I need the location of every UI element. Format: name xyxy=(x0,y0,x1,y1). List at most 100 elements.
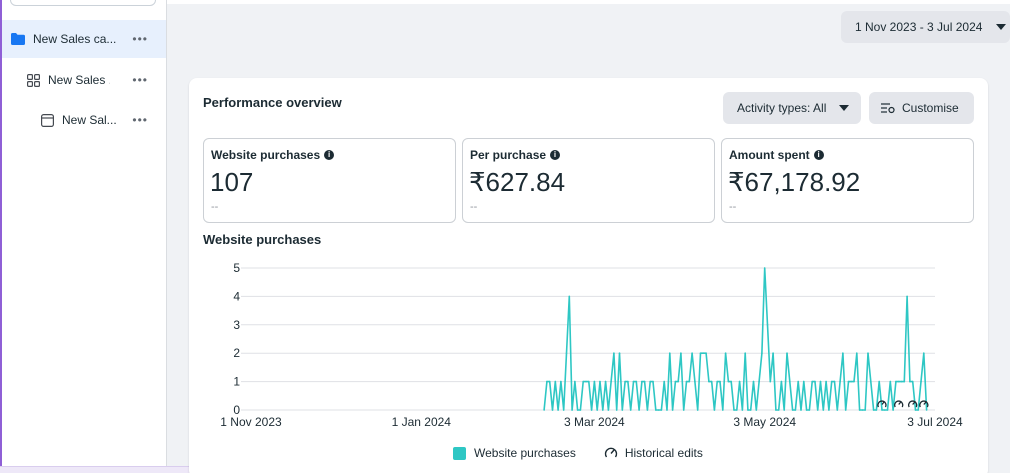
data-point xyxy=(744,352,746,355)
performance-overview-card: Performance overview Activity types: All… xyxy=(189,78,988,473)
data-point xyxy=(657,409,660,411)
x-tick-label: 1 Nov 2023 xyxy=(220,415,282,429)
data-point xyxy=(702,352,705,355)
header-divider xyxy=(167,0,1010,4)
card-title: Performance overview xyxy=(203,95,342,110)
data-point xyxy=(716,380,719,383)
data-point xyxy=(604,380,607,383)
legend-historical-label[interactable]: Historical edits xyxy=(624,446,703,460)
data-point xyxy=(830,380,833,383)
data-point xyxy=(638,409,640,411)
data-point xyxy=(789,380,791,383)
data-point xyxy=(839,380,841,383)
sidebar-item-label: New Sales ca... xyxy=(33,32,117,46)
sidebar-item-campaign[interactable]: New Sales ca... ••• xyxy=(0,20,166,58)
data-point xyxy=(914,409,917,411)
metric-per-purchase[interactable]: Per purchase i ₹627.84 -- xyxy=(462,138,715,223)
data-point xyxy=(582,380,585,383)
info-icon[interactable]: i xyxy=(324,150,335,160)
caret-down-icon xyxy=(996,24,1006,30)
data-point xyxy=(618,352,621,355)
y-tick-label: 5 xyxy=(233,261,240,275)
data-point xyxy=(568,295,571,298)
more-options-icon[interactable]: ••• xyxy=(132,113,148,127)
data-point xyxy=(783,409,786,411)
metric-label-text: Website purchases xyxy=(211,148,321,162)
data-point xyxy=(735,409,738,411)
data-point xyxy=(696,409,699,411)
data-point xyxy=(719,380,721,383)
data-point xyxy=(822,409,825,411)
data-point xyxy=(752,380,755,383)
data-point xyxy=(872,409,875,411)
more-options-icon[interactable]: ••• xyxy=(132,73,148,87)
data-point xyxy=(663,380,665,383)
data-point xyxy=(883,409,886,411)
activity-types-dropdown[interactable]: Activity types: All xyxy=(723,92,861,124)
data-point xyxy=(903,380,906,383)
data-point xyxy=(710,380,713,383)
data-point xyxy=(613,352,615,355)
data-point xyxy=(769,380,772,383)
data-point xyxy=(641,380,643,383)
data-point xyxy=(643,380,646,383)
window-edge xyxy=(0,0,2,473)
data-point xyxy=(730,380,732,383)
data-point xyxy=(685,380,688,383)
data-point xyxy=(738,380,741,383)
data-point xyxy=(853,380,855,383)
data-point xyxy=(800,409,802,411)
data-point xyxy=(722,409,724,411)
info-icon[interactable]: i xyxy=(550,150,561,160)
y-tick-label: 2 xyxy=(233,346,240,360)
metric-website-purchases[interactable]: Website purchases i 107 -- xyxy=(203,138,456,223)
sidebar-item-ad-set[interactable]: New Sales ... ••• xyxy=(0,61,166,99)
info-icon[interactable]: i xyxy=(813,150,824,160)
data-point xyxy=(833,380,836,383)
data-point xyxy=(560,380,562,383)
data-point xyxy=(596,409,598,411)
data-point xyxy=(881,409,883,411)
data-point xyxy=(627,380,629,383)
activity-types-label: Activity types: All xyxy=(737,101,827,115)
data-point xyxy=(772,352,774,355)
data-point xyxy=(713,409,716,411)
sidebar-item-label: New Sal... xyxy=(62,113,117,127)
metric-label: Amount spent i xyxy=(729,148,824,162)
data-point xyxy=(755,409,758,411)
data-point xyxy=(574,380,576,383)
more-options-icon[interactable]: ••• xyxy=(132,32,148,46)
data-point xyxy=(749,409,752,411)
data-point xyxy=(677,380,679,383)
metric-delta: -- xyxy=(729,201,737,213)
legend-series-label[interactable]: Website purchases xyxy=(474,446,576,460)
caret-down-icon xyxy=(839,105,849,111)
data-point xyxy=(920,380,922,383)
date-range-label: 1 Nov 2023 - 3 Jul 2024 xyxy=(855,20,983,34)
date-range-picker[interactable]: 1 Nov 2023 - 3 Jul 2024 xyxy=(841,11,1010,43)
sidebar-item-ad[interactable]: New Sal... ••• xyxy=(0,101,166,139)
x-tick-label: 3 Mar 2024 xyxy=(564,415,625,429)
data-point xyxy=(635,380,638,383)
data-point xyxy=(694,380,696,383)
data-point xyxy=(797,380,799,383)
data-point xyxy=(668,352,671,355)
metric-value: ₹627.84 xyxy=(469,167,566,197)
data-point xyxy=(906,295,908,298)
ad-icon xyxy=(40,113,54,127)
data-point xyxy=(646,409,649,411)
sidebar-search-input[interactable] xyxy=(10,0,156,6)
sidebar-footer xyxy=(0,466,301,473)
data-point xyxy=(869,380,872,383)
folder-icon xyxy=(11,32,25,46)
customise-button[interactable]: Customise xyxy=(869,92,974,124)
series-line-website-purchases xyxy=(543,267,928,411)
metric-amount-spent[interactable]: Amount spent i ₹67,178.92 -- xyxy=(721,138,974,223)
data-point xyxy=(590,409,593,411)
data-point xyxy=(878,380,880,383)
sidebar-item-label: New Sales ... xyxy=(48,73,110,87)
data-point xyxy=(691,352,693,355)
data-point xyxy=(811,380,813,383)
data-point xyxy=(758,380,760,383)
data-point xyxy=(565,352,568,355)
